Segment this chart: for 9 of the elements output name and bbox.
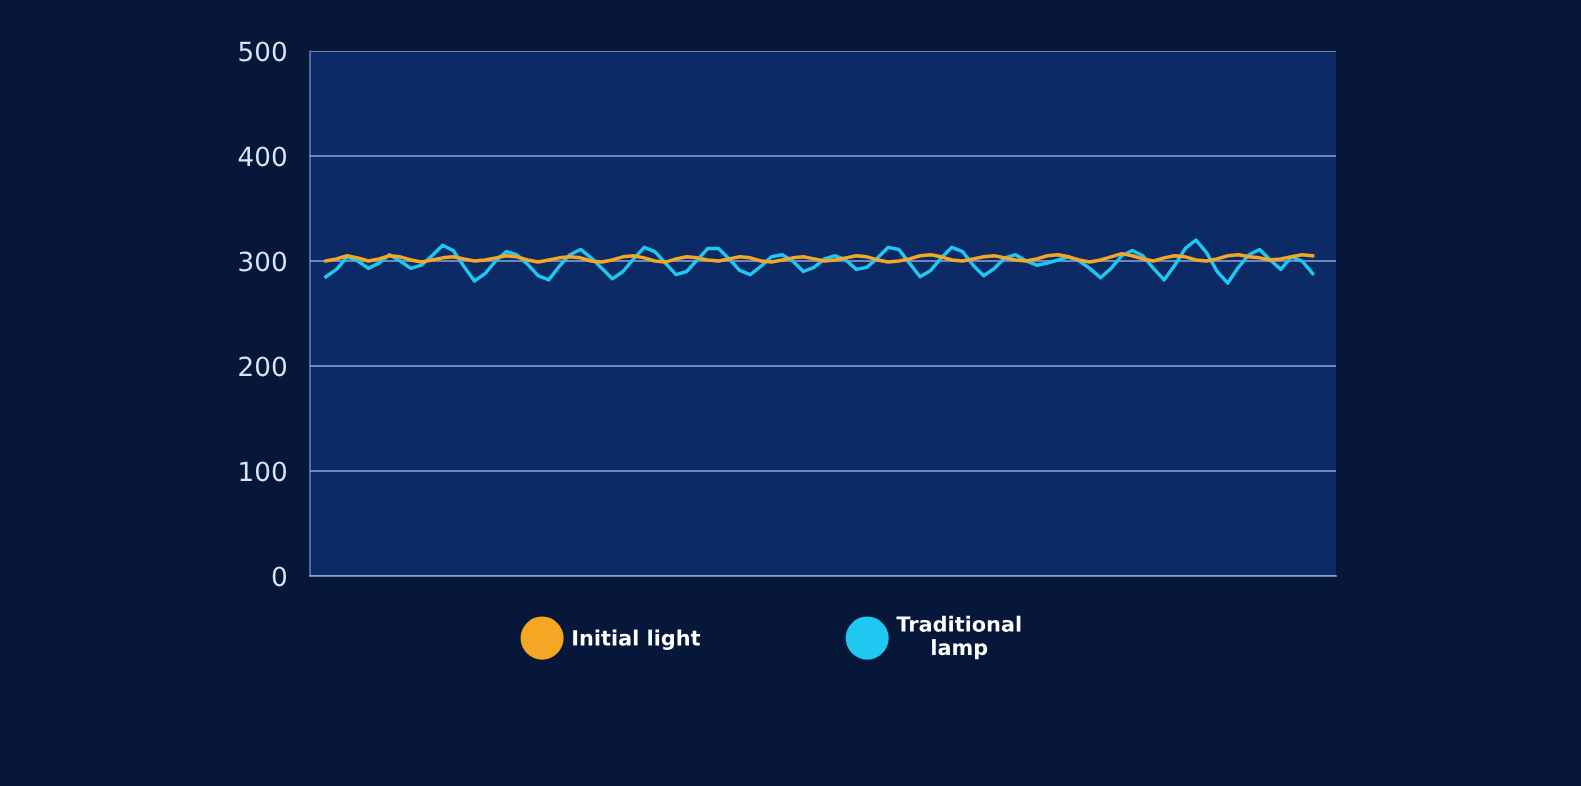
legend-label: Initial light: [573, 629, 701, 650]
y-tick-label: 200: [239, 356, 287, 377]
y-tick-label: 100: [240, 461, 287, 482]
y-tick-label: 0: [272, 566, 287, 587]
legend-label: Traditional lamp: [896, 615, 1021, 660]
y-tick-label: 400: [238, 146, 287, 167]
y-tick-label: 300: [239, 251, 287, 272]
line-series: [324, 251, 1315, 264]
y-tick-label: 500: [239, 41, 287, 62]
